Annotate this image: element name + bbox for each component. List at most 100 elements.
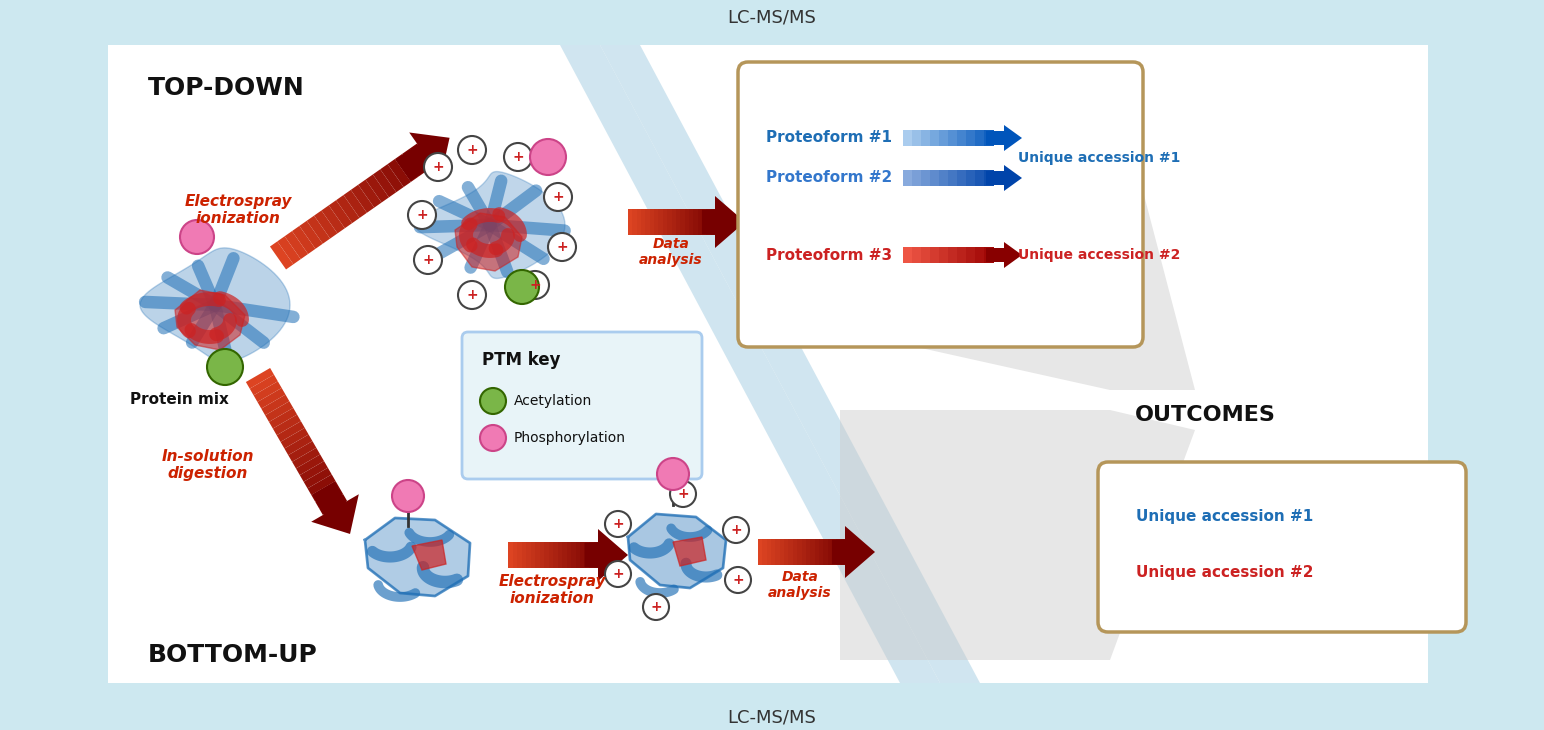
Circle shape — [605, 561, 631, 587]
FancyArrow shape — [775, 539, 780, 565]
FancyArrow shape — [557, 542, 562, 568]
Text: Phosphorylation: Phosphorylation — [514, 431, 625, 445]
FancyArrow shape — [358, 180, 381, 207]
Bar — [957, 170, 967, 186]
FancyArrow shape — [832, 539, 837, 565]
Polygon shape — [412, 540, 446, 570]
Text: +: + — [678, 487, 689, 501]
Text: Unique accession #1: Unique accession #1 — [1017, 151, 1180, 165]
FancyArrow shape — [553, 542, 557, 568]
FancyArrow shape — [508, 542, 513, 568]
FancyArrow shape — [350, 185, 374, 213]
FancyArrow shape — [636, 209, 641, 235]
Polygon shape — [840, 410, 1195, 660]
FancyArrow shape — [266, 402, 293, 422]
FancyArrow shape — [284, 231, 309, 259]
Polygon shape — [673, 537, 706, 566]
Text: Data
analysis: Data analysis — [769, 570, 832, 600]
FancyArrow shape — [281, 428, 309, 448]
FancyArrow shape — [531, 542, 536, 568]
FancyArrow shape — [372, 169, 397, 197]
FancyArrow shape — [292, 226, 315, 254]
FancyArrow shape — [710, 209, 715, 235]
FancyArrow shape — [527, 542, 531, 568]
FancyArrow shape — [588, 542, 593, 568]
Bar — [967, 170, 976, 186]
FancyArrow shape — [811, 539, 815, 565]
FancyArrow shape — [628, 209, 633, 235]
Text: LC-MS/MS: LC-MS/MS — [727, 9, 817, 27]
Polygon shape — [364, 518, 469, 596]
FancyArrow shape — [784, 539, 789, 565]
Text: OUTCOMES: OUTCOMES — [1135, 405, 1275, 425]
Bar — [913, 170, 922, 186]
FancyArrow shape — [296, 455, 324, 475]
FancyArrow shape — [633, 209, 636, 235]
FancyArrow shape — [543, 542, 548, 568]
FancyArrow shape — [307, 215, 330, 244]
FancyArrow shape — [698, 209, 703, 235]
Circle shape — [723, 517, 749, 543]
Circle shape — [480, 388, 506, 414]
FancyBboxPatch shape — [738, 62, 1143, 347]
FancyArrow shape — [684, 209, 689, 235]
Text: Proteoform #1: Proteoform #1 — [766, 131, 892, 145]
FancyArrow shape — [276, 421, 304, 442]
FancyArrow shape — [655, 209, 658, 235]
Text: +: + — [730, 523, 741, 537]
Text: Unique accession #2: Unique accession #2 — [1136, 564, 1314, 580]
Text: Protein mix: Protein mix — [130, 393, 229, 407]
Text: Data
analysis: Data analysis — [639, 237, 703, 267]
Bar — [974, 130, 985, 146]
Text: +: + — [417, 208, 428, 222]
Text: +: + — [553, 190, 564, 204]
FancyArrow shape — [253, 381, 281, 402]
Circle shape — [658, 458, 689, 490]
Polygon shape — [840, 65, 1195, 390]
FancyArrow shape — [703, 196, 746, 248]
Bar — [903, 247, 913, 263]
FancyArrow shape — [662, 209, 667, 235]
Circle shape — [543, 183, 571, 211]
FancyArrow shape — [571, 542, 576, 568]
FancyArrow shape — [806, 539, 811, 565]
Bar — [948, 130, 957, 146]
Text: +: + — [732, 573, 744, 587]
Bar — [974, 170, 985, 186]
Bar — [967, 130, 976, 146]
FancyArrow shape — [539, 542, 543, 568]
FancyArrow shape — [313, 210, 338, 239]
FancyArrow shape — [284, 434, 312, 456]
Text: Proteoform #3: Proteoform #3 — [766, 247, 892, 263]
Text: Unique accession #2: Unique accession #2 — [1017, 248, 1180, 262]
Circle shape — [480, 425, 506, 451]
Text: +: + — [513, 150, 523, 164]
Circle shape — [414, 246, 442, 274]
FancyArrow shape — [767, 539, 770, 565]
Text: +: + — [466, 143, 477, 157]
FancyArrow shape — [576, 542, 581, 568]
Circle shape — [548, 233, 576, 261]
FancyArrow shape — [536, 542, 539, 568]
Circle shape — [181, 220, 215, 254]
FancyArrow shape — [258, 388, 286, 409]
FancyArrow shape — [329, 200, 352, 228]
Circle shape — [392, 480, 425, 512]
FancyArrow shape — [409, 144, 432, 172]
Text: TOP-DOWN: TOP-DOWN — [148, 76, 304, 100]
Text: BOTTOM-UP: BOTTOM-UP — [148, 643, 318, 667]
FancyArrow shape — [693, 209, 698, 235]
Bar — [922, 247, 931, 263]
FancyArrow shape — [987, 125, 1022, 151]
Text: Proteoform #2: Proteoform #2 — [766, 171, 892, 185]
FancyArrow shape — [522, 542, 527, 568]
Text: Acetylation: Acetylation — [514, 394, 593, 408]
Text: +: + — [432, 160, 443, 174]
FancyArrow shape — [672, 209, 676, 235]
Circle shape — [726, 567, 750, 593]
Text: Electrospray
ionization: Electrospray ionization — [499, 574, 605, 606]
FancyArrow shape — [270, 242, 293, 269]
FancyBboxPatch shape — [1098, 462, 1465, 632]
FancyArrow shape — [343, 190, 367, 218]
Polygon shape — [628, 514, 726, 588]
